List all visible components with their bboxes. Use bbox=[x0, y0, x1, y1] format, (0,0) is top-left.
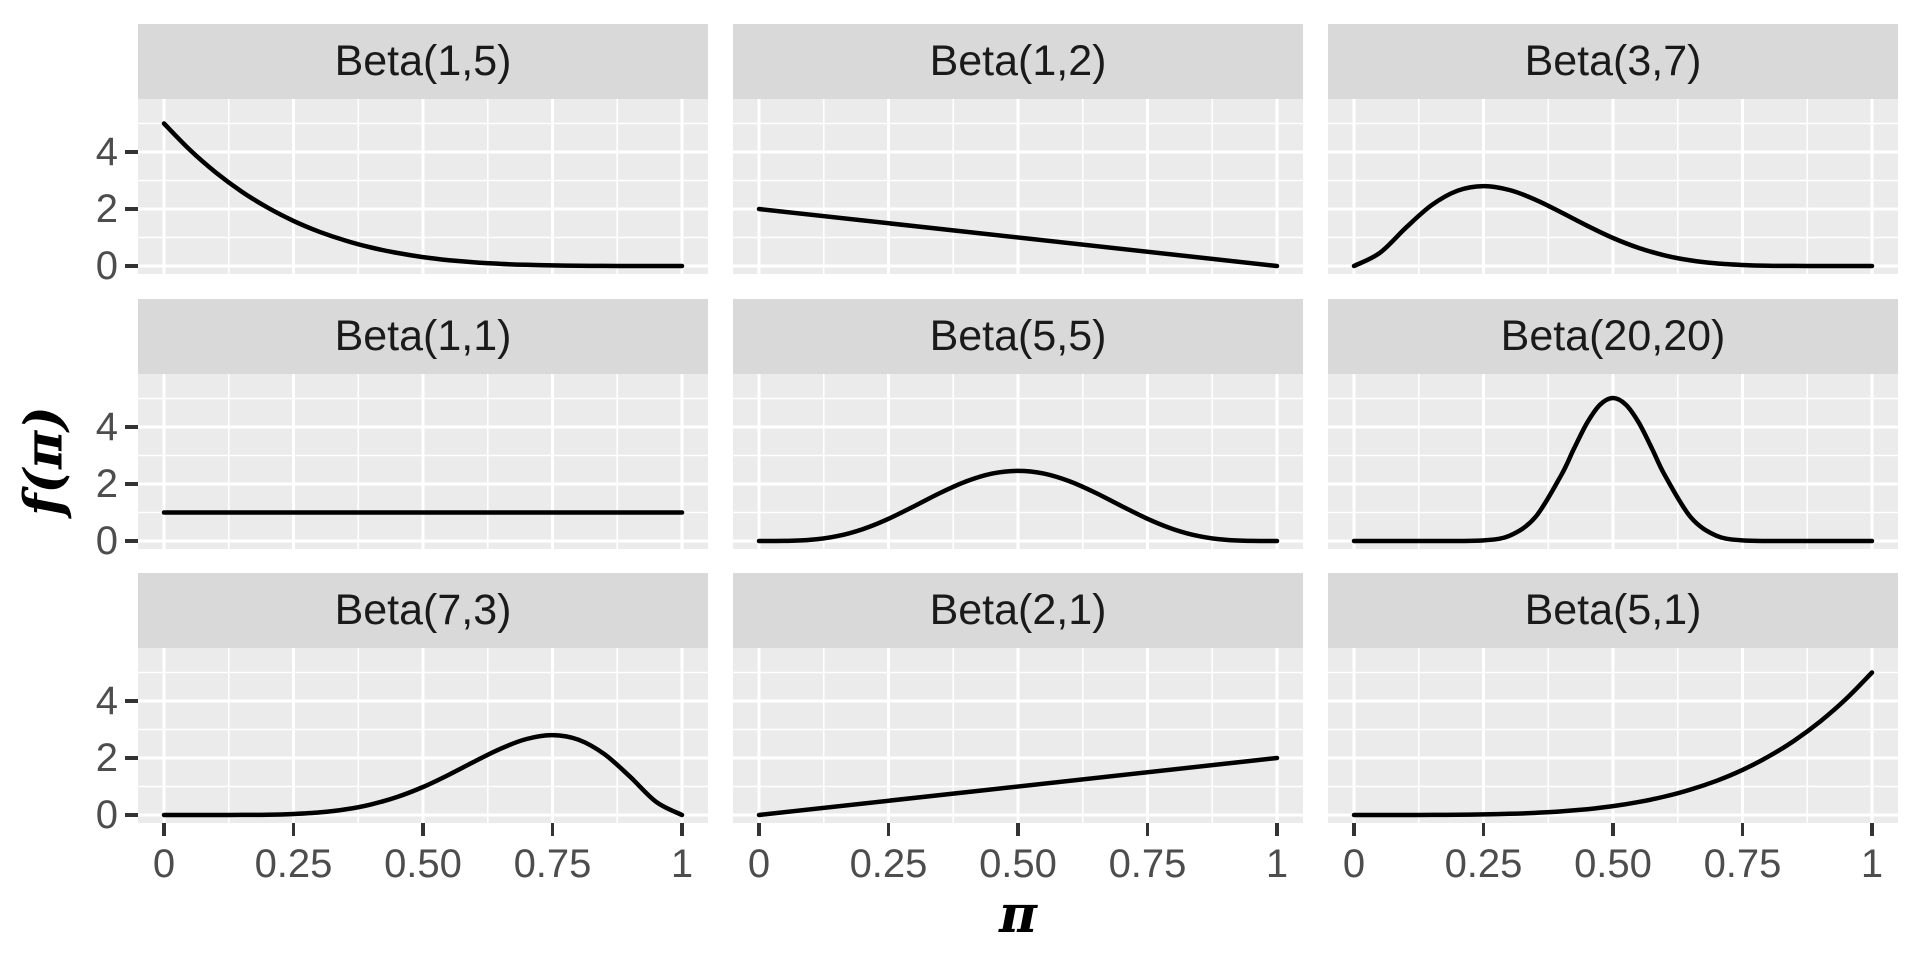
y-tick-label: 4 bbox=[95, 130, 118, 174]
density-curve bbox=[1351, 395, 1875, 544]
y-tick-label: 0 bbox=[95, 519, 118, 563]
x-tick-label: 1 bbox=[1265, 842, 1289, 886]
facet-strip: Beta(20,20) bbox=[1328, 299, 1898, 374]
density-curve bbox=[1351, 670, 1875, 818]
strip-label: Beta(20,20) bbox=[1500, 312, 1726, 360]
strip-label: Beta(3,7) bbox=[1524, 37, 1702, 85]
facet-strip: Beta(1,5) bbox=[138, 24, 708, 99]
density-curve bbox=[161, 121, 685, 269]
x-tick-mark bbox=[162, 823, 166, 836]
x-tick-mark bbox=[1740, 823, 1745, 836]
x-tick-mark bbox=[1016, 823, 1020, 836]
facet-strip: Beta(5,5) bbox=[733, 299, 1303, 374]
density-curve bbox=[1351, 183, 1875, 269]
x-tick-mark bbox=[1352, 823, 1356, 836]
strip-label: Beta(7,3) bbox=[334, 586, 512, 634]
y-tick-label: 2 bbox=[95, 736, 118, 780]
y-tick-mark bbox=[125, 264, 138, 268]
x-tick-label: 0.75 bbox=[1108, 842, 1187, 886]
density-curve bbox=[161, 732, 685, 818]
x-tick-mark bbox=[1870, 823, 1874, 836]
strip-label: Beta(1,1) bbox=[334, 312, 512, 360]
strip-label: Beta(2,1) bbox=[929, 586, 1107, 634]
facet-strip: Beta(1,1) bbox=[138, 299, 708, 374]
y-tick-mark bbox=[125, 425, 138, 429]
strip-label: Beta(1,2) bbox=[929, 37, 1107, 85]
x-tick-label: 0 bbox=[1342, 842, 1366, 886]
facet-panel bbox=[138, 99, 708, 274]
x-tick-mark bbox=[1481, 823, 1486, 836]
strip-label: Beta(5,1) bbox=[1524, 586, 1702, 634]
y-tick-mark bbox=[125, 539, 138, 543]
density-curve bbox=[756, 755, 1280, 818]
facet-strip: Beta(3,7) bbox=[1328, 24, 1898, 99]
x-tick-mark bbox=[1275, 823, 1279, 836]
x-tick-mark bbox=[550, 823, 555, 836]
y-tick-mark bbox=[125, 482, 138, 486]
y-tick-mark bbox=[125, 150, 138, 154]
y-tick-label: 0 bbox=[95, 793, 118, 837]
x-tick-mark bbox=[886, 823, 891, 836]
density-curve bbox=[756, 206, 1280, 269]
facet-panel bbox=[1328, 374, 1898, 549]
facet-strip: Beta(7,3) bbox=[138, 573, 708, 648]
facet-panel bbox=[733, 648, 1303, 823]
facet-panel bbox=[138, 648, 708, 823]
y-tick-label: 4 bbox=[95, 405, 118, 449]
y-tick-mark bbox=[125, 813, 138, 817]
y-tick-mark bbox=[125, 756, 138, 760]
x-tick-label: 0 bbox=[747, 842, 771, 886]
facet-panel bbox=[733, 374, 1303, 549]
x-tick-mark bbox=[757, 823, 761, 836]
facet-strip: Beta(2,1) bbox=[733, 573, 1303, 648]
x-tick-label: 0.25 bbox=[1444, 842, 1523, 886]
density-curve bbox=[756, 468, 1280, 544]
facet-strip: Beta(5,1) bbox=[1328, 573, 1898, 648]
facet-panel bbox=[138, 374, 708, 549]
strip-label: Beta(1,5) bbox=[334, 37, 512, 85]
y-tick-mark bbox=[125, 207, 138, 211]
y-tick-label: 4 bbox=[95, 679, 118, 723]
x-tick-label: 0.75 bbox=[513, 842, 592, 886]
facet-panel bbox=[1328, 648, 1898, 823]
x-tick-label: 0.25 bbox=[254, 842, 333, 886]
x-tick-mark bbox=[421, 823, 425, 836]
y-tick-label: 2 bbox=[95, 462, 118, 506]
x-tick-mark bbox=[1145, 823, 1150, 836]
x-tick-label: 0.75 bbox=[1703, 842, 1782, 886]
x-tick-label: 0.50 bbox=[384, 842, 462, 886]
x-tick-label: 0.50 bbox=[979, 842, 1057, 886]
y-tick-mark bbox=[125, 699, 138, 703]
x-tick-mark bbox=[291, 823, 296, 836]
x-tick-label: 0 bbox=[152, 842, 176, 886]
y-tick-label: 2 bbox=[95, 187, 118, 231]
x-axis-title: π bbox=[998, 884, 1038, 945]
y-axis-title: f(π) bbox=[13, 406, 75, 516]
x-tick-label: 1 bbox=[670, 842, 694, 886]
facet-strip: Beta(1,2) bbox=[733, 24, 1303, 99]
facet-panel bbox=[733, 99, 1303, 274]
facet-panel bbox=[1328, 99, 1898, 274]
x-tick-label: 1 bbox=[1860, 842, 1884, 886]
x-tick-label: 0.25 bbox=[849, 842, 928, 886]
x-tick-mark bbox=[1611, 823, 1615, 836]
x-tick-mark bbox=[680, 823, 684, 836]
x-tick-label: 0.50 bbox=[1574, 842, 1652, 886]
strip-label: Beta(5,5) bbox=[929, 312, 1107, 360]
y-tick-label: 0 bbox=[95, 244, 118, 288]
